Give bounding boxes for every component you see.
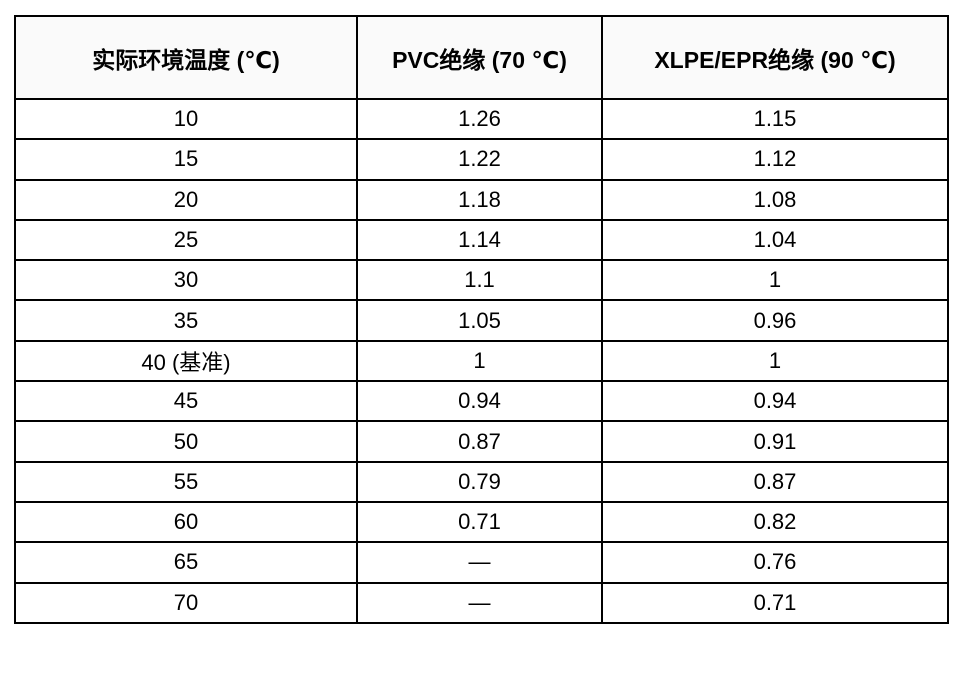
cell-pvc-factor: 1.18 — [356, 178, 603, 221]
table-row: 60 0.71 0.82 — [14, 500, 949, 544]
cell-pvc-factor: — — [356, 541, 603, 584]
cell-temperature: 30 — [14, 259, 358, 302]
cell-temperature: 25 — [14, 218, 358, 262]
cell-temperature: 50 — [14, 420, 358, 463]
cell-xlpe-factor: 0.91 — [601, 420, 949, 463]
cell-temperature: 60 — [14, 500, 358, 544]
cell-temperature: 70 — [14, 581, 358, 624]
cell-pvc-factor: 0.94 — [356, 380, 603, 423]
table-row: 15 1.22 1.12 — [14, 138, 949, 181]
cell-pvc-factor: 1 — [356, 339, 603, 383]
cell-xlpe-factor: 1 — [601, 259, 949, 302]
header-pvc-insulation: PVC绝缘 (70 ℃) — [356, 15, 603, 100]
correction-factor-table: 实际环境温度 (℃) PVC绝缘 (70 ℃) XLPE/EPR绝缘 (90 ℃… — [14, 15, 949, 624]
table-row: 25 1.14 1.04 — [14, 218, 949, 262]
table-body: 10 1.26 1.15 15 1.22 1.12 20 1.18 1.08 25 1.14 1.04… — [14, 97, 949, 624]
cell-xlpe-factor: 0.96 — [601, 299, 949, 342]
cell-xlpe-factor: 0.71 — [601, 581, 949, 624]
cell-temperature: 55 — [14, 460, 358, 503]
cell-xlpe-factor: 1.12 — [601, 138, 949, 181]
cell-pvc-factor: 1.1 — [356, 259, 603, 302]
cell-pvc-factor: 0.71 — [356, 500, 603, 544]
cell-xlpe-factor: 0.76 — [601, 541, 949, 584]
table-row: 65—0.76 — [14, 541, 949, 584]
table-row: 40 (基准) 1 1 — [14, 339, 949, 383]
cell-pvc-factor: 1.26 — [356, 97, 603, 141]
cell-temperature: 10 — [14, 97, 358, 141]
cell-temperature: 35 — [14, 299, 358, 342]
header-temperature: 实际环境温度 (℃) — [14, 15, 358, 100]
table-row: 35 1.05 0.96 — [14, 299, 949, 342]
cell-xlpe-factor: 0.87 — [601, 460, 949, 503]
cell-pvc-factor: 0.79 — [356, 460, 603, 503]
header-xlpe-epr-insulation: XLPE/EPR绝缘 (90 ℃) — [601, 15, 949, 100]
cell-temperature: 65 — [14, 541, 358, 584]
cell-pvc-factor: 1.22 — [356, 138, 603, 181]
cell-pvc-factor: 1.05 — [356, 299, 603, 342]
cell-temperature: 40 (基准) — [14, 339, 358, 383]
cell-xlpe-factor: 1.04 — [601, 218, 949, 262]
table-row: 10 1.26 1.15 — [14, 97, 949, 141]
cell-xlpe-factor: 1.15 — [601, 97, 949, 141]
cell-xlpe-factor: 0.94 — [601, 380, 949, 423]
cell-temperature: 45 — [14, 380, 358, 423]
table-row: 20 1.18 1.08 — [14, 178, 949, 221]
cell-xlpe-factor: 1 — [601, 339, 949, 383]
cell-pvc-factor: — — [356, 581, 603, 624]
table-row: 70—0.71 — [14, 581, 949, 624]
table-row: 45 0.94 0.94 — [14, 380, 949, 423]
cell-temperature: 20 — [14, 178, 358, 221]
cell-xlpe-factor: 0.82 — [601, 500, 949, 544]
table-header: 实际环境温度 (℃) PVC绝缘 (70 ℃) XLPE/EPR绝缘 (90 ℃… — [14, 15, 949, 100]
cell-pvc-factor: 1.14 — [356, 218, 603, 262]
header-row: 实际环境温度 (℃) PVC绝缘 (70 ℃) XLPE/EPR绝缘 (90 ℃… — [14, 15, 949, 100]
table-row: 55 0.79 0.87 — [14, 460, 949, 503]
cell-temperature: 15 — [14, 138, 358, 181]
cell-pvc-factor: 0.87 — [356, 420, 603, 463]
cell-xlpe-factor: 1.08 — [601, 178, 949, 221]
table-row: 50 0.87 0.91 — [14, 420, 949, 463]
correction-factor-table-container: 实际环境温度 (℃) PVC绝缘 (70 ℃) XLPE/EPR绝缘 (90 ℃… — [14, 15, 949, 624]
table-row: 30 1.1 1 — [14, 259, 949, 302]
